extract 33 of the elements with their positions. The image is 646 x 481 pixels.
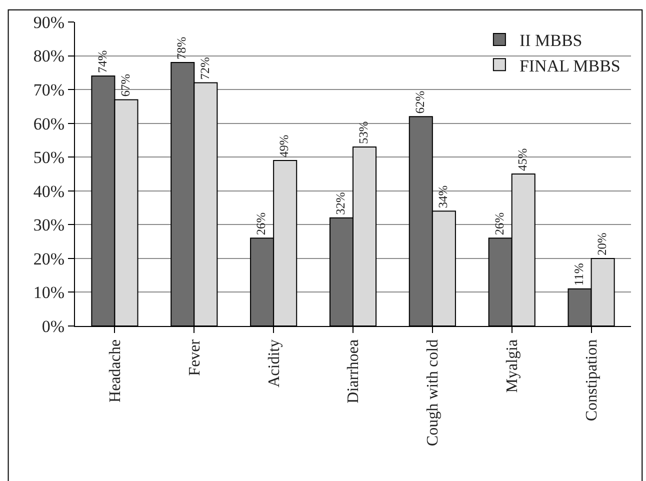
y-tick-label: 60% (33, 114, 65, 134)
x-tick-label: Cough with cold (424, 339, 442, 446)
x-tick-label: Fever (186, 338, 204, 376)
data-label: 45% (515, 148, 530, 171)
y-tick-label: 10% (33, 283, 65, 302)
data-label: 26% (492, 212, 506, 236)
x-tick-label: Myalgia (504, 339, 522, 393)
data-label: 67% (118, 74, 132, 97)
y-tick-label: 90% (33, 12, 65, 32)
data-label: 49% (277, 134, 292, 158)
y-tick-label: 80% (33, 46, 65, 66)
x-tick-label: Headache (106, 339, 124, 402)
data-label: 20% (594, 232, 609, 256)
y-tick-label: 0% (42, 316, 65, 336)
x-tick-label: Acidity (266, 339, 283, 388)
y-tick-label: 40% (33, 182, 65, 201)
legend-label: FINAL MBBS (519, 56, 620, 76)
data-label: 32% (334, 192, 348, 215)
legend-label: II MBBS (519, 31, 582, 50)
y-tick-label: 30% (33, 216, 65, 235)
data-label: 62% (413, 90, 428, 114)
y-tick-label: 70% (33, 80, 65, 100)
data-label: 72% (198, 57, 212, 80)
data-label: 53% (356, 121, 371, 144)
data-label: 26% (254, 212, 268, 236)
data-label: 74% (95, 50, 110, 74)
y-tick-label: 20% (33, 249, 65, 268)
data-label: 11% (572, 262, 586, 286)
data-label: 34% (436, 185, 450, 208)
y-tick-label: 50% (33, 148, 65, 168)
data-label: 78% (174, 36, 189, 60)
x-tick-label: Diarrhoea (345, 339, 362, 404)
x-tick-label: Constipation (583, 339, 600, 422)
